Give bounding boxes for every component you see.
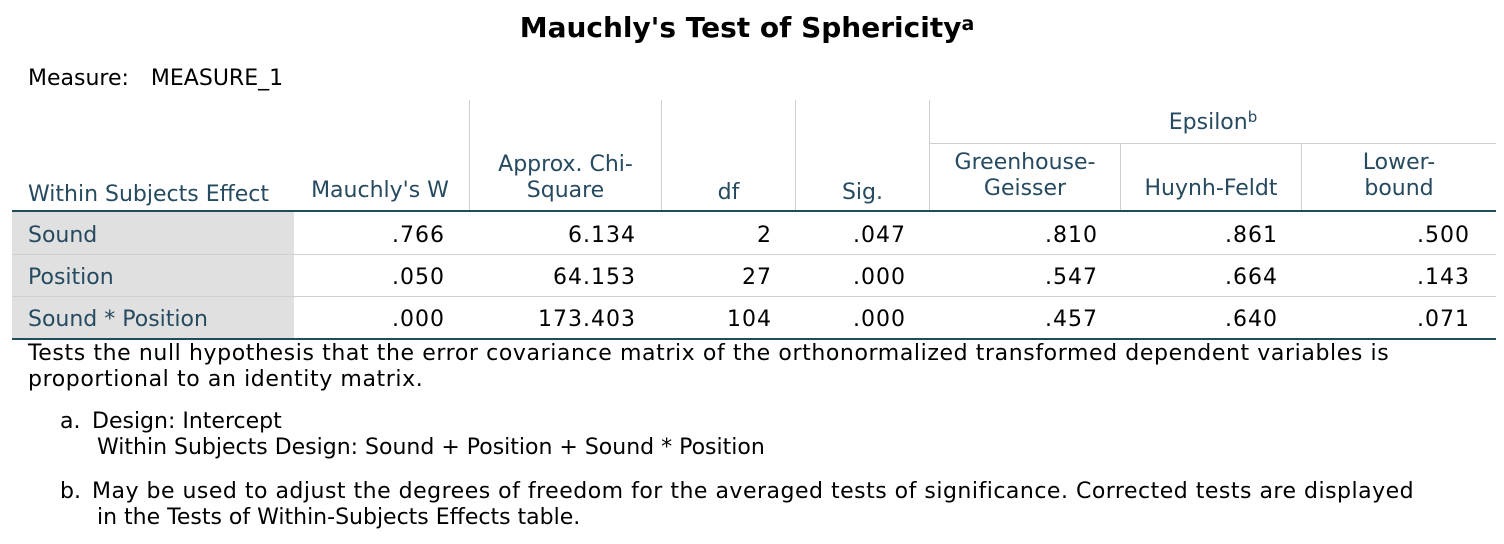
footnote-b-letter: b. — [60, 479, 81, 504]
footnote-b-line2: in the Tests of Within-Subjects Effects … — [97, 505, 581, 530]
cell-mauchly-w: .000 — [392, 307, 445, 332]
cell-sig: .047 — [853, 223, 906, 248]
cell-greenhouse-geisser: .457 — [1045, 307, 1098, 332]
row-label-sound: Sound — [28, 223, 98, 248]
cell-huynh-feldt: .664 — [1225, 265, 1278, 290]
header-approx-chi-square: Approx. Chi- Square — [470, 152, 661, 204]
row-label-background — [12, 255, 294, 296]
cell-mauchly-w: .050 — [392, 265, 445, 290]
header-within-subjects-effect: Within Subjects Effect — [28, 182, 270, 207]
cell-chi-square: 64.153 — [553, 265, 636, 290]
cell-df: 2 — [757, 223, 772, 248]
cell-greenhouse-geisser: .547 — [1045, 265, 1098, 290]
header-lb-line1: Lower- — [1362, 150, 1436, 175]
header-df: df — [717, 180, 740, 205]
column-divider — [929, 100, 930, 210]
measure-value: MEASURE_1 — [150, 66, 284, 91]
row-label-background — [12, 297, 294, 338]
cell-lower-bound: .143 — [1417, 265, 1470, 290]
header-lower-bound: Lower- bound — [1302, 150, 1496, 202]
column-divider — [469, 100, 470, 210]
footnote-b-line1: May be used to adjust the degrees of fre… — [92, 479, 1415, 504]
header-chi-square-line2: Square — [526, 178, 605, 203]
cell-df: 104 — [727, 307, 772, 332]
row-label-sound-position: Sound * Position — [28, 307, 208, 332]
header-gg-line1: Greenhouse- — [954, 150, 1096, 175]
column-divider — [1120, 144, 1121, 210]
cell-sig: .000 — [853, 307, 906, 332]
table-title: Mauchly's Test of Sphericitya — [0, 8, 1494, 48]
table-bottom-rule — [12, 338, 1496, 340]
header-greenhouse-geisser: Greenhouse- Geisser — [930, 150, 1120, 202]
title-footnote-marker: a — [961, 13, 975, 35]
header-lb-line2: bound — [1364, 176, 1434, 201]
header-gg-line2: Geisser — [983, 176, 1067, 201]
cell-chi-square: 6.134 — [568, 223, 636, 248]
footnote-a-line2: Within Subjects Design: Sound + Position… — [97, 435, 765, 460]
column-divider — [795, 100, 796, 210]
header-sig: Sig. — [841, 180, 884, 205]
header-mauchly-w: Mauchly's W — [311, 178, 449, 203]
measure-label: Measure: — [28, 66, 129, 91]
header-rule — [12, 210, 1496, 212]
header-epsilon-text: Epsilon — [1168, 110, 1248, 135]
cell-sig: .000 — [853, 265, 906, 290]
row-label-position: Position — [28, 265, 114, 290]
row-divider — [12, 254, 1496, 255]
row-label-background — [12, 212, 294, 254]
cell-chi-square: 173.403 — [538, 307, 636, 332]
cell-df: 27 — [742, 265, 772, 290]
cell-lower-bound: .500 — [1417, 223, 1470, 248]
row-divider — [12, 296, 1496, 297]
footnote-null-hypothesis: Tests the null hypothesis that the error… — [28, 341, 1390, 392]
cell-huynh-feldt: .640 — [1225, 307, 1278, 332]
cell-lower-bound: .071 — [1417, 307, 1470, 332]
cell-huynh-feldt: .861 — [1225, 223, 1278, 248]
footnote-a-letter: a. — [60, 409, 81, 434]
epsilon-footnote-marker: b — [1247, 108, 1258, 126]
cell-mauchly-w: .766 — [392, 223, 445, 248]
header-chi-square-line1: Approx. Chi- — [498, 152, 633, 177]
column-divider — [661, 100, 662, 210]
epsilon-group-divider — [929, 143, 1496, 144]
header-huynh-feldt: Huynh-Feldt — [1144, 176, 1278, 201]
footnote-a-line1: Design: Intercept — [92, 409, 282, 434]
table-title-text: Mauchly's Test of Sphericity — [519, 11, 962, 44]
measure-line: Measure: MEASURE_1 — [28, 64, 283, 94]
cell-greenhouse-geisser: .810 — [1045, 223, 1098, 248]
column-divider — [1301, 144, 1302, 210]
header-epsilon: Epsilonb — [930, 108, 1496, 136]
